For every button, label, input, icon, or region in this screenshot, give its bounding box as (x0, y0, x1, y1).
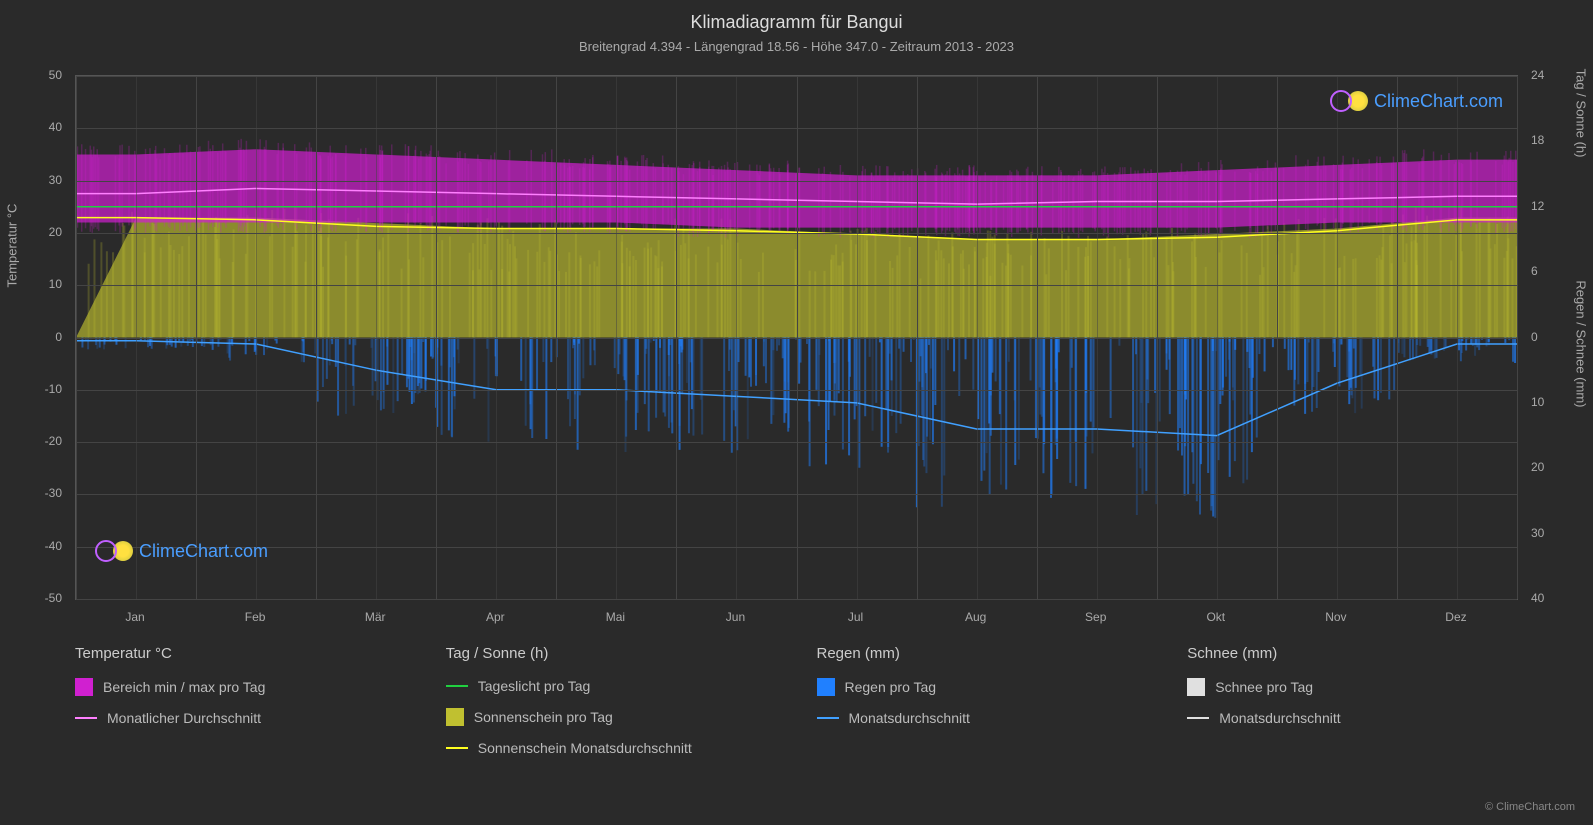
legend-line-icon (75, 717, 97, 719)
legend-label: Regen pro Tag (845, 679, 937, 695)
y-left-tick: 0 (55, 330, 62, 344)
legend: Temperatur °C Bereich min / max pro Tag Mo… (75, 645, 1518, 770)
legend-line-icon (446, 747, 468, 749)
logo-circle-icon (95, 540, 117, 562)
x-tick-month: Jun (726, 610, 745, 624)
legend-label: Bereich min / max pro Tag (103, 679, 265, 695)
x-tick-month: Sep (1085, 610, 1106, 624)
y-right-top-tick: 6 (1531, 264, 1538, 278)
copyright: © ClimeChart.com (1485, 801, 1575, 813)
y-right-bot-tick: 10 (1531, 395, 1544, 409)
watermark-text: ClimeChart.com (139, 541, 268, 562)
y-left-tick: 20 (49, 225, 62, 239)
x-tick-month: Feb (245, 610, 266, 624)
legend-column: Temperatur °C Bereich min / max pro Tag Mo… (75, 645, 406, 770)
legend-label: Sonnenschein Monatsdurchschnitt (478, 740, 692, 756)
y-right-top-tick: 24 (1531, 68, 1544, 82)
legend-swatch-icon (1187, 678, 1205, 696)
y-axis-left: 50403020100-10-20-30-40-50 (0, 75, 70, 600)
x-tick-month: Okt (1206, 610, 1225, 624)
legend-item: Tageslicht pro Tag (446, 678, 777, 694)
x-tick-month: Jan (125, 610, 144, 624)
y-right-top-tick: 0 (1531, 330, 1538, 344)
x-axis: Jan Feb Mär Apr Mai Jun Jul Aug Sep Okt Nov Dez (75, 605, 1518, 630)
legend-header: Tag / Sonne (h) (446, 645, 777, 662)
legend-item: Schnee pro Tag (1187, 678, 1518, 696)
legend-swatch-icon (75, 678, 93, 696)
x-tick-month: Dez (1445, 610, 1466, 624)
legend-label: Monatsdurchschnitt (1219, 710, 1340, 726)
y-left-tick: -30 (45, 486, 62, 500)
legend-column: Tag / Sonne (h) Tageslicht pro Tag Sonnens… (446, 645, 777, 770)
legend-header: Regen (mm) (817, 645, 1148, 662)
y-right-top-tick: 18 (1531, 133, 1544, 147)
x-tick-month: Mai (606, 610, 625, 624)
plot-area (75, 75, 1518, 600)
legend-label: Sonnenschein pro Tag (474, 709, 613, 725)
x-tick-month: Mär (365, 610, 386, 624)
legend-label: Schnee pro Tag (1215, 679, 1313, 695)
legend-header: Temperatur °C (75, 645, 406, 662)
legend-label: Monatlicher Durchschnitt (107, 710, 261, 726)
y-left-tick: -10 (45, 382, 62, 396)
y-left-tick: 50 (49, 68, 62, 82)
legend-line-icon (817, 717, 839, 719)
chart-title: Klimadiagramm für Bangui (0, 0, 1593, 33)
y-left-tick: 30 (49, 173, 62, 187)
legend-item: Bereich min / max pro Tag (75, 678, 406, 696)
legend-item: Monatsdurchschnitt (1187, 710, 1518, 726)
logo-circle-icon (1330, 90, 1352, 112)
y-left-tick: 10 (49, 277, 62, 291)
y-left-tick: 40 (49, 120, 62, 134)
legend-swatch-icon (446, 708, 464, 726)
legend-item: Sonnenschein Monatsdurchschnitt (446, 740, 777, 756)
legend-item: Monatsdurchschnitt (817, 710, 1148, 726)
y-axis-right: 2418126010203040 (1523, 75, 1593, 600)
legend-label: Monatsdurchschnitt (849, 710, 970, 726)
x-tick-month: Apr (486, 610, 505, 624)
legend-line-icon (1187, 717, 1209, 719)
watermark-bottom-left: ClimeChart.com (95, 540, 268, 562)
legend-item: Regen pro Tag (817, 678, 1148, 696)
watermark-top-right: ClimeChart.com (1330, 90, 1503, 112)
y-right-bot-tick: 40 (1531, 591, 1544, 605)
legend-header: Schnee (mm) (1187, 645, 1518, 662)
x-tick-month: Aug (965, 610, 986, 624)
legend-column: Schnee (mm) Schnee pro Tag Monatsdurchschn… (1187, 645, 1518, 770)
y-left-tick: -40 (45, 539, 62, 553)
chart-subtitle: Breitengrad 4.394 - Längengrad 18.56 - H… (0, 33, 1593, 54)
y-right-bot-tick: 30 (1531, 526, 1544, 540)
y-right-top-tick: 12 (1531, 199, 1544, 213)
legend-label: Tageslicht pro Tag (478, 678, 591, 694)
x-tick-month: Jul (848, 610, 863, 624)
legend-swatch-icon (817, 678, 835, 696)
y-right-bot-tick: 20 (1531, 460, 1544, 474)
climate-chart: Klimadiagramm für Bangui Breitengrad 4.3… (0, 0, 1593, 825)
y-left-tick: -20 (45, 434, 62, 448)
watermark-text: ClimeChart.com (1374, 91, 1503, 112)
legend-column: Regen (mm) Regen pro Tag Monatsdurchschnit… (817, 645, 1148, 770)
legend-item: Monatlicher Durchschnitt (75, 710, 406, 726)
x-tick-month: Nov (1325, 610, 1346, 624)
legend-item: Sonnenschein pro Tag (446, 708, 777, 726)
y-left-tick: -50 (45, 591, 62, 605)
legend-line-icon (446, 685, 468, 687)
